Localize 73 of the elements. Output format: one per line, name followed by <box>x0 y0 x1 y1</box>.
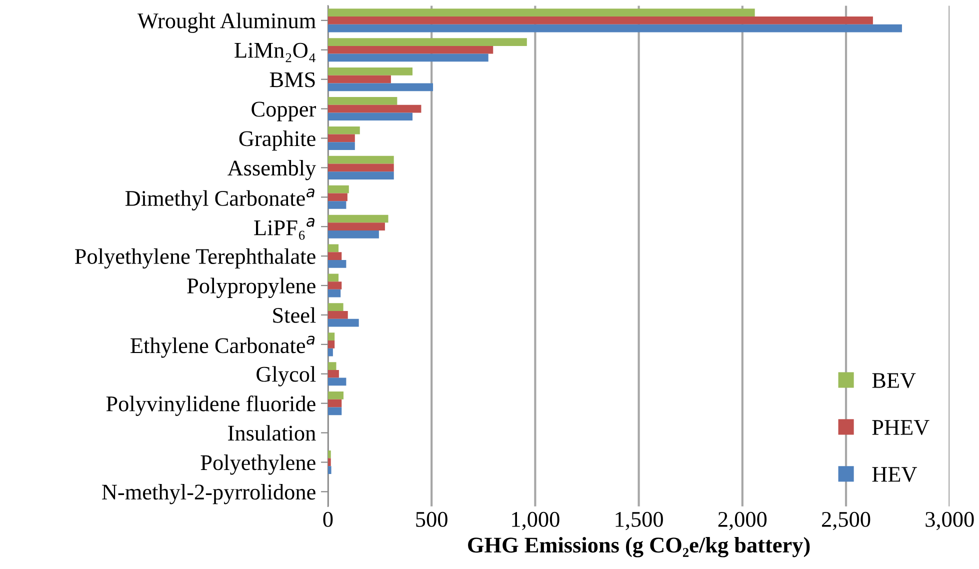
bar <box>328 311 348 319</box>
y-tick-label: Wrought Aluminum <box>137 12 316 33</box>
y-tick-label: LiPF₆$^{a}$ <box>254 218 314 240</box>
bar <box>328 16 873 24</box>
bar <box>328 252 342 260</box>
bar <box>328 260 346 268</box>
y-tick-label: Copper <box>252 102 316 122</box>
bar <box>328 230 379 238</box>
y-tick-label: Polypropylene <box>187 278 316 298</box>
y-tick-label: Assembly <box>227 160 316 180</box>
y-tick-label: Insulation <box>228 425 316 441</box>
bar <box>328 362 336 370</box>
bar <box>328 24 902 32</box>
bar <box>328 142 355 150</box>
legend-label: BEV <box>872 373 916 388</box>
bar <box>328 201 346 209</box>
bar <box>328 392 344 400</box>
bar <box>328 332 335 340</box>
bar <box>328 126 360 134</box>
bar <box>328 46 494 54</box>
y-tick-label: Polyethylene <box>200 454 316 475</box>
bar <box>328 303 344 312</box>
x-tick-label: 3,000 <box>926 512 974 530</box>
bar <box>328 289 341 298</box>
y-tick-label: Glycol <box>256 366 316 386</box>
bar <box>328 134 355 142</box>
bar <box>328 112 413 121</box>
bar <box>328 318 359 327</box>
y-tick-label: Graphite <box>239 130 316 151</box>
bar <box>328 172 394 180</box>
bar <box>328 370 339 378</box>
bar <box>328 104 422 113</box>
bar <box>328 214 388 223</box>
x-axis-title: GHG Emissions (g CO₂e/kg battery) <box>468 536 810 558</box>
bar <box>328 97 398 105</box>
x-tick-label: 2,000 <box>718 512 767 530</box>
bar <box>328 378 346 386</box>
bar <box>328 75 391 84</box>
bar <box>328 8 755 16</box>
bar <box>328 399 342 408</box>
x-tick-label: 500 <box>416 512 448 527</box>
bar <box>328 83 434 92</box>
bar <box>328 466 332 474</box>
y-tick-label: Ethylene Carbonate$^{a}$ <box>130 336 315 358</box>
bar <box>328 164 394 172</box>
x-tick-label: 1,000 <box>512 512 560 530</box>
y-tick-label: Polyethylene Terephthalate <box>75 248 316 269</box>
y-tick-label: Polyvinylidene fluoride <box>106 396 316 416</box>
bar <box>328 282 342 290</box>
x-tick-label: 0 <box>323 512 333 527</box>
bar <box>328 458 331 466</box>
legend-label: PHEV <box>872 420 930 436</box>
bar <box>328 450 331 458</box>
y-tick-label: BMS <box>270 72 315 88</box>
x-tick-label: 1,500 <box>616 512 663 530</box>
bar <box>328 54 488 62</box>
y-tick-label: LiMn₂O₄ <box>234 42 316 62</box>
bar <box>328 193 348 202</box>
bar <box>328 244 339 252</box>
bar <box>328 185 349 194</box>
y-tick-label: N-methyl-2-pyrrolidone <box>102 484 316 504</box>
bar <box>328 348 333 356</box>
bar <box>328 222 385 231</box>
bar <box>328 68 413 76</box>
y-tick-label: Steel <box>273 307 316 323</box>
x-tick-label: 2,500 <box>822 512 870 530</box>
bar <box>328 274 339 282</box>
legend-label: HEV <box>872 467 918 482</box>
bar <box>328 407 342 416</box>
bar <box>328 340 335 348</box>
y-tick-label: Dimethyl Carbonate$^{a}$ <box>125 188 314 210</box>
bar <box>328 38 527 46</box>
bar <box>328 156 394 164</box>
